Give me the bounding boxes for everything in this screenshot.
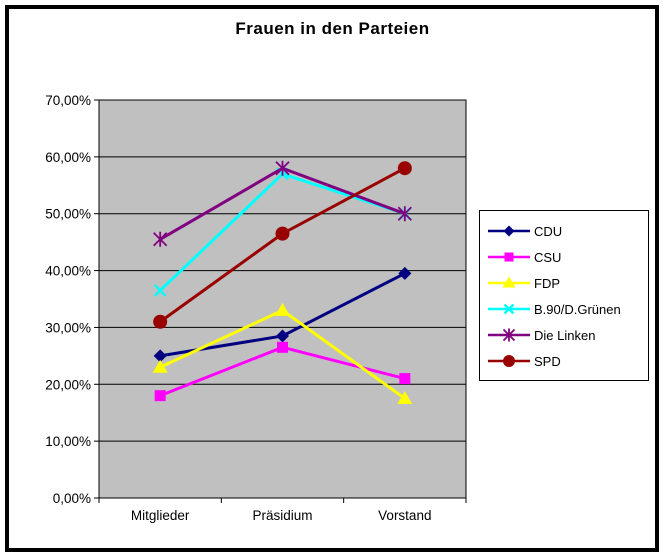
legend-label: CSU [534,249,562,265]
square-legend-sample [488,252,530,262]
square-marker [154,390,166,402]
square-marker [399,373,411,385]
diamond-marker [276,329,289,343]
x-legend-sample [488,303,530,315]
legend-item-B.90/D.Grünen: B.90/D.Grünen [486,296,648,322]
y-tick-label: 20,00% [45,377,91,392]
triangle-marker [152,359,168,373]
y-tick-label: 30,00% [45,320,91,335]
y-tick-label: 50,00% [45,207,91,222]
series-FDP [152,302,413,404]
diamond-marker [503,225,515,237]
legend-label: Die Linken [534,327,596,343]
legend-item-CDU: CDU [486,218,648,244]
star-marker [275,160,290,176]
x-marker [153,284,167,297]
star-marker [153,231,168,247]
circle-marker [153,314,168,329]
x-category-label: Präsidium [252,508,312,523]
legend-label: CDU [534,223,563,239]
series-Die Linken [153,160,412,247]
square-marker [277,341,288,353]
legend-item-Die Linken: Die Linken [486,322,648,348]
circle-marker [275,226,290,241]
legend-item-CSU: CSU [486,244,648,270]
legend-item-SPD: SPD [486,348,648,374]
x-category-label: Mitglieder [131,508,190,523]
y-tick-label: 70,00% [45,93,91,108]
diamond-legend-sample [488,225,530,237]
x-marker [503,303,515,315]
diamond-marker [153,349,167,363]
triangle-legend-sample [488,276,530,288]
chart-title: Frauen in den Parteien [235,19,430,38]
circle-legend-sample [488,355,530,367]
legend-item-FDP: FDP [486,270,648,296]
y-tick-label: 60,00% [45,150,91,165]
triangle-marker [275,302,290,316]
series-SPD [153,161,412,329]
legend-label: B.90/D.Grünen [534,301,621,317]
circle-marker [397,161,412,176]
legend-label: FDP [534,275,560,291]
plot-area [98,99,467,499]
diamond-marker [398,266,412,280]
legend-label: SPD [534,353,561,369]
star-marker [502,328,516,342]
y-tick-label: 40,00% [45,264,91,279]
x-category-label: Vorstand [378,508,431,523]
star-marker [397,206,412,222]
star-legend-sample [488,328,530,342]
triangle-marker [502,276,516,288]
circle-marker [503,355,515,367]
legend: CDU CSU FDP B.90/D.Grünen Die Linken SPD [479,210,649,381]
y-tick-label: 0,00% [53,491,91,506]
triangle-marker [397,391,413,404]
square-marker [504,252,514,262]
y-tick-label: 10,00% [45,434,91,449]
